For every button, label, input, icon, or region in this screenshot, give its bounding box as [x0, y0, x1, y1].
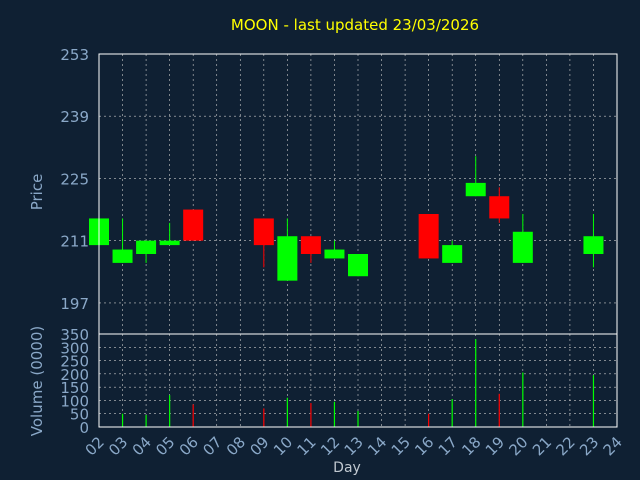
- volume-tick-label: 300: [60, 339, 89, 357]
- candle-body: [112, 249, 133, 263]
- candle-03: [112, 218, 133, 263]
- x-tick-label: 19: [482, 433, 508, 459]
- x-tick-label: 15: [388, 433, 414, 459]
- candle-13: [348, 254, 368, 277]
- candle-17: [442, 240, 463, 263]
- x-tick-label: 09: [246, 433, 272, 459]
- candle-body: [418, 214, 439, 259]
- candle-10: [277, 218, 298, 281]
- volume-tick-label: 200: [60, 366, 89, 384]
- x-tick-label: 04: [129, 433, 155, 459]
- x-tick-label: 07: [199, 433, 225, 459]
- volume-tick-label: 100: [60, 392, 89, 410]
- volume-tick-label: 250: [60, 353, 89, 371]
- candle-body: [512, 231, 533, 263]
- price-tick-label: 211: [60, 233, 89, 251]
- x-tick-label: 10: [270, 433, 296, 459]
- price-y-ticks: 197 211 225 239 253: [60, 46, 89, 313]
- x-tick-label: 20: [505, 433, 531, 459]
- x-tick-label: 08: [223, 433, 249, 459]
- x-tick-labels: 0203040506070809101112131415161718192021…: [82, 433, 626, 459]
- x-axis-label: Day: [333, 460, 361, 476]
- x-tick-label: 12: [317, 433, 343, 459]
- candle-body: [253, 218, 274, 246]
- price-tick-label: 253: [60, 46, 89, 64]
- x-tick-label: 02: [82, 433, 108, 459]
- candle-body: [300, 236, 321, 254]
- price-tick-label: 197: [60, 295, 89, 313]
- candle-04: [136, 240, 157, 263]
- candle-body: [159, 240, 180, 246]
- volume-plot-frame: [98, 333, 618, 428]
- volume-tick-label: 0: [79, 419, 89, 437]
- x-tick-label: 05: [152, 433, 178, 459]
- candle-body: [136, 240, 157, 254]
- candlestick-series: [89, 156, 604, 281]
- x-tick-label: 11: [294, 433, 320, 459]
- price-grid: [98, 53, 618, 334]
- volume-axis-label: Volume (0000): [28, 326, 46, 436]
- candle-23: [583, 214, 604, 268]
- chart-title: MOON - last updated 23/03/2026: [231, 16, 479, 34]
- candle-body: [489, 196, 510, 219]
- x-tick-label: 24: [600, 433, 626, 459]
- candle-19: [489, 187, 510, 223]
- price-axis-label: Price: [28, 174, 46, 211]
- candle-16: [418, 214, 439, 259]
- candle-body: [442, 245, 463, 263]
- volume-bar-series: [121, 339, 595, 427]
- x-tick-label: 22: [553, 433, 579, 459]
- candle-09: [253, 218, 274, 268]
- price-tick-label: 225: [60, 170, 89, 188]
- candle-body: [324, 249, 345, 259]
- x-tick-label: 21: [529, 433, 555, 459]
- volume-tick-label: 350: [60, 326, 89, 344]
- candle-11: [300, 236, 321, 263]
- candle-12: [324, 240, 345, 259]
- x-tick-label: 16: [411, 433, 437, 459]
- candle-body: [583, 236, 604, 254]
- x-tick-label: 18: [458, 433, 484, 459]
- candle-body: [348, 254, 368, 277]
- candle-20: [512, 214, 533, 263]
- price-tick-label: 239: [60, 108, 89, 126]
- x-tick-label: 14: [364, 433, 390, 459]
- candle-06: [183, 209, 204, 241]
- candle-05: [159, 222, 180, 246]
- candle-body: [465, 182, 486, 197]
- x-tick-label: 17: [435, 433, 461, 459]
- volume-tick-label: 150: [60, 379, 89, 397]
- candle-body: [277, 236, 298, 281]
- candle-body: [183, 209, 204, 241]
- x-tick-label: 06: [176, 433, 202, 459]
- candle-18: [465, 156, 486, 197]
- x-tick-label: 23: [576, 433, 602, 459]
- volume-tick-label: 50: [70, 406, 89, 424]
- x-tick-label: 13: [341, 433, 367, 459]
- x-tick-label: 03: [105, 433, 131, 459]
